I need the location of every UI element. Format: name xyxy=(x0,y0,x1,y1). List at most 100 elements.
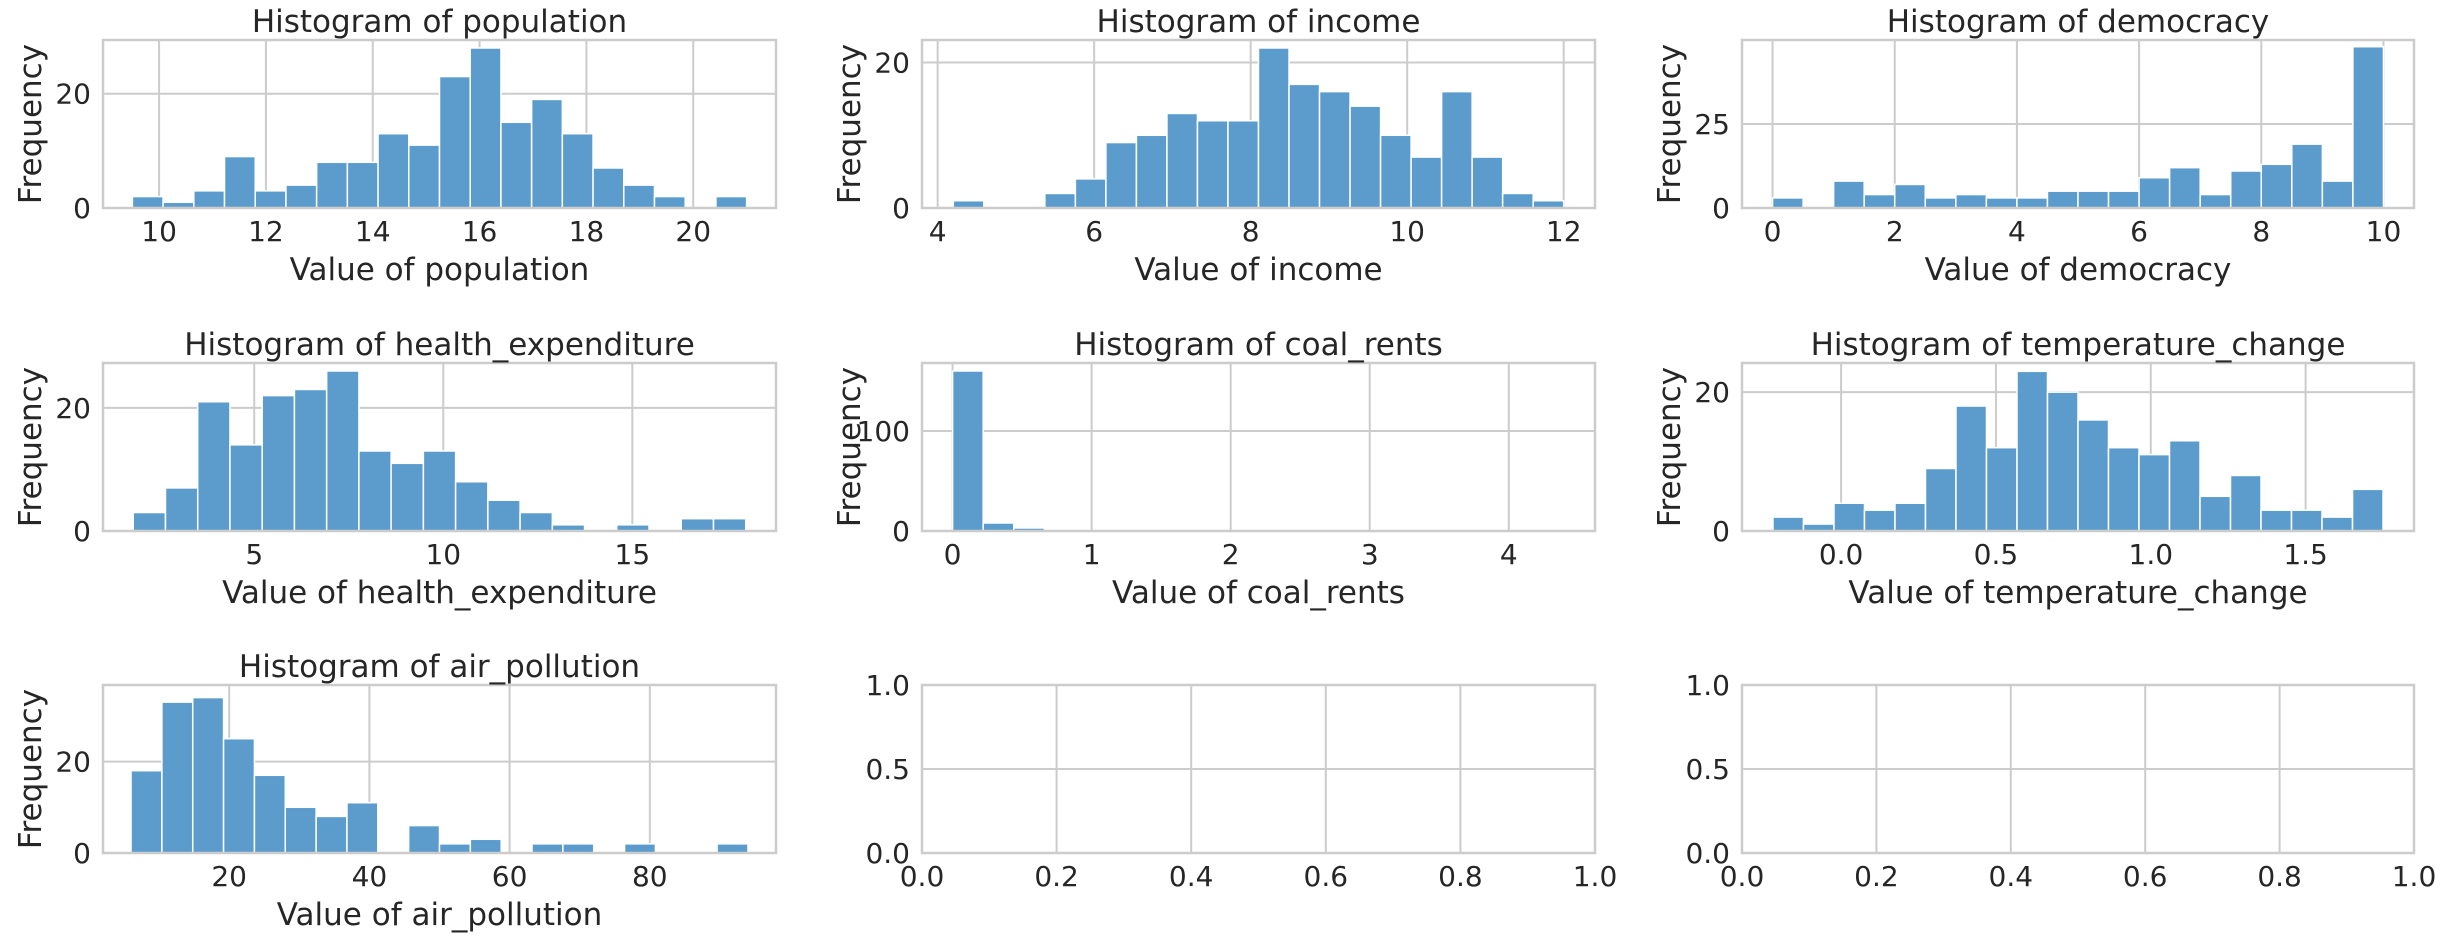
histogram-bar xyxy=(193,190,226,209)
histogram-bar xyxy=(2229,474,2262,532)
histogram-bar xyxy=(2321,180,2354,209)
x-tick-label: 0.0 xyxy=(900,860,945,893)
histogram-bar xyxy=(2077,190,2110,209)
histogram-bar xyxy=(2107,190,2140,209)
histogram-bar xyxy=(712,517,747,532)
histogram-bar xyxy=(1955,193,1988,209)
histogram-bar xyxy=(500,121,533,209)
histogram-bar xyxy=(2046,190,2079,209)
x-tick-label: 0.8 xyxy=(1438,860,1483,893)
histogram-bar xyxy=(1196,119,1229,209)
x-tick-label: 0.6 xyxy=(1304,860,1349,893)
x-tick-label: 10 xyxy=(425,538,461,571)
histogram-bar xyxy=(1135,134,1168,209)
y-tick-label: 0 xyxy=(73,515,91,548)
y-tick-label: 1.0 xyxy=(865,669,910,702)
histogram-bar xyxy=(196,401,231,532)
histogram-bar xyxy=(2016,197,2049,209)
x-tick-label: 4 xyxy=(2008,215,2026,248)
x-axis-label: Value of air_pollution xyxy=(277,897,602,933)
x-tick-label: 10 xyxy=(141,215,177,248)
histogram-bar xyxy=(315,161,349,209)
x-tick-label: 2 xyxy=(1222,538,1240,571)
y-tick-label: 20 xyxy=(1694,376,1730,409)
chart-title: Histogram of income xyxy=(1097,4,1421,40)
histogram-bar xyxy=(2107,446,2140,532)
histogram-bar xyxy=(1257,47,1290,209)
y-tick-label: 0.0 xyxy=(1685,837,1730,870)
histogram-bar xyxy=(2351,488,2384,532)
histogram-bar xyxy=(222,737,256,854)
x-tick-label: 0.4 xyxy=(1989,860,2034,893)
histogram-bar xyxy=(229,444,263,532)
axes-frame xyxy=(1740,361,2416,533)
histogram-bar xyxy=(1772,516,1805,532)
histogram-panel-2: 4 6 8 10 12 0 20 Histogram of income Value of in… xyxy=(832,4,1597,288)
chart-title: Histogram of democracy xyxy=(1887,4,2270,40)
histogram-bar xyxy=(951,370,984,532)
chart-title: Histogram of population xyxy=(252,4,627,40)
histogram-bar xyxy=(358,450,392,532)
histogram-bar xyxy=(293,388,328,532)
axes-frame xyxy=(1740,683,2416,855)
histogram-bar xyxy=(161,701,194,854)
histogram-bar xyxy=(2138,177,2171,209)
histogram-bar xyxy=(1379,134,1412,209)
histogram-bar xyxy=(469,838,502,854)
x-tick-label: 6 xyxy=(2130,215,2148,248)
x-tick-label: 0.4 xyxy=(1169,860,1214,893)
axes-frame xyxy=(920,361,1597,533)
x-tick-label: 3 xyxy=(1361,538,1379,571)
histogram-bar xyxy=(164,487,199,532)
y-tick-label: 0.5 xyxy=(865,753,910,786)
histogram-bar xyxy=(1955,405,1988,532)
histogram-bar xyxy=(2229,170,2263,209)
y-tick-label: 20 xyxy=(55,392,91,425)
histogram-bar xyxy=(253,774,287,854)
histogram-bar xyxy=(408,144,441,209)
histogram-bar xyxy=(530,98,564,209)
x-tick-label: 0.5 xyxy=(1974,538,2019,571)
y-tick-label: 0 xyxy=(73,837,91,870)
x-tick-label: 4 xyxy=(1500,538,1518,571)
histogram-bar xyxy=(2168,440,2201,532)
x-tick-label: 20 xyxy=(675,215,711,248)
histogram-bar xyxy=(1832,180,1865,209)
histogram-bar xyxy=(2077,419,2110,532)
x-tick-label: 0 xyxy=(1764,215,1782,248)
histogram-bar xyxy=(2352,45,2385,209)
histogram-bar xyxy=(132,511,167,532)
histogram-bar xyxy=(1318,90,1351,209)
x-tick-label: 1.0 xyxy=(1573,860,1618,893)
histogram-bar xyxy=(315,815,348,854)
histogram-bar xyxy=(2138,453,2171,532)
x-tick-label: 0.6 xyxy=(2123,860,2168,893)
histogram-bar xyxy=(223,155,256,209)
y-axis-label: Frequency xyxy=(13,44,49,204)
histogram-bar xyxy=(1893,183,1927,209)
x-axis-label: Value of income xyxy=(1134,252,1382,288)
histogram-bar xyxy=(130,769,163,854)
y-tick-label: 0 xyxy=(1712,192,1730,225)
histogram-bar xyxy=(1985,446,2018,532)
histogram-bar xyxy=(325,370,360,532)
histogram-bar xyxy=(1771,197,1804,209)
x-tick-label: 16 xyxy=(462,215,498,248)
histogram-bar xyxy=(715,195,748,209)
histogram-bar xyxy=(2290,509,2323,532)
x-tick-label: 80 xyxy=(632,860,668,893)
y-axis-label: Frequency xyxy=(1652,367,1688,527)
y-tick-label: 25 xyxy=(1694,108,1730,141)
x-tick-label: 18 xyxy=(569,215,605,248)
axes-frame xyxy=(1740,38,2416,210)
x-tick-label: 4 xyxy=(929,215,947,248)
x-axis-label: Value of health_expenditure xyxy=(222,575,657,611)
histogram-bar xyxy=(680,517,715,532)
histogram-panel-8: 0.0 0.2 0.4 0.6 0.8 1.0 0.0 0.5 1.0 xyxy=(865,669,1617,893)
y-tick-label: 100 xyxy=(857,415,910,448)
x-tick-label: 0.2 xyxy=(1854,860,1899,893)
histogram-bar xyxy=(562,843,595,854)
x-tick-label: 0.8 xyxy=(2257,860,2302,893)
histogram-bar xyxy=(1863,509,1896,532)
histogram-bar xyxy=(519,511,554,532)
